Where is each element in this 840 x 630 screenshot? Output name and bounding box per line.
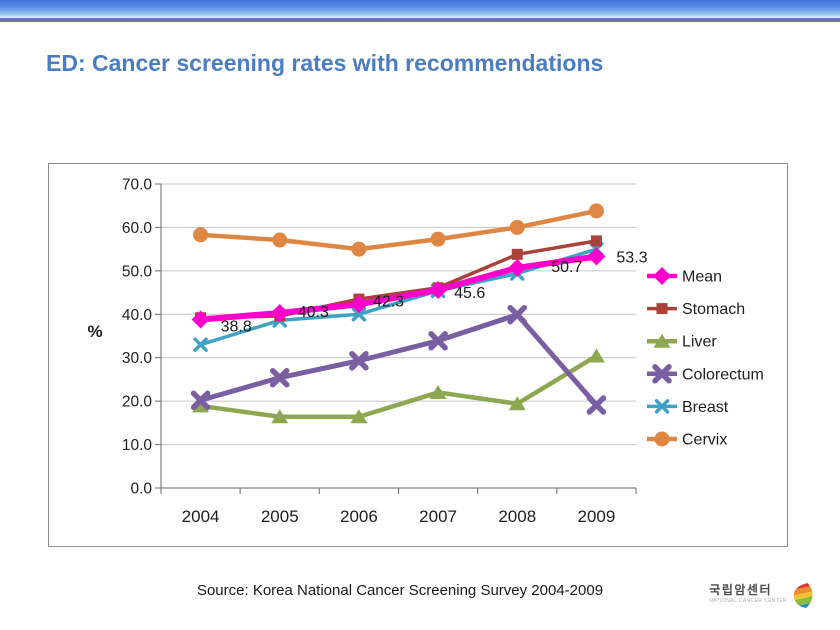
header-bar [0,0,840,22]
marker-liver-2004 [192,398,210,413]
y-axis-title: % [87,322,102,341]
legend-marker-stomach [656,303,668,315]
y-tick-label: 40.0 [122,307,153,324]
marker-mean-2004 [191,310,210,329]
legend-item-cervix: Cervix [647,431,727,449]
legend-item-breast: Breast [647,399,729,416]
source-note: Source: Korea National Cancer Screening … [196,582,604,599]
series-line-colorectum [198,312,599,408]
data-label-mean-2006: 42.3 [373,293,404,310]
data-label-mean-2004: 38.8 [221,318,252,335]
marker-breast-2004 [193,337,208,352]
marker-liver-2005 [271,409,289,424]
marker-colorectum-2005 [270,367,290,388]
legend-label-cervix: Cervix [682,432,727,449]
marker-cervix-2008 [509,219,525,235]
marker-colorectum-2007 [428,331,448,351]
data-label-mean-2009: 53.3 [616,250,647,267]
y-tick-label: 0.0 [130,481,152,498]
y-tick-label: 70.0 [122,177,153,194]
marker-mean-2005 [270,303,289,322]
legend-label-breast: Breast [682,399,729,416]
legend-marker-breast [654,399,670,414]
x-category-label: 2006 [340,507,378,526]
y-tick-label: 60.0 [122,220,153,237]
marker-cervix-2006 [351,241,367,257]
marker-cervix-2004 [193,227,209,243]
marker-mean-2009 [587,247,606,266]
data-label-mean-2008: 50.7 [551,259,582,276]
marker-cervix-2007 [430,231,446,247]
marker-mean-2007 [429,280,448,299]
logo-korean-name: 국립암센터 [709,583,772,597]
ncc-logo: 국립암센터 NATIONAL CANCER CENTER [709,583,814,610]
slide-title: ED: Cancer screening rates with recommen… [46,50,604,76]
marker-stomach-2008 [511,248,523,260]
legend-marker-cervix [654,431,670,447]
legend-label-stomach: Stomach [682,301,745,318]
x-category-label: 2008 [498,507,536,526]
x-category-label: 2005 [261,507,299,526]
marker-colorectum-2009 [586,395,607,415]
legend-item-liver: Liver [647,333,717,351]
y-tick-label: 20.0 [122,394,153,411]
y-tick-label: 30.0 [122,350,153,367]
logo-caption: NATIONAL CANCER CENTER [709,598,787,604]
legend-label-liver: Liver [682,334,717,351]
marker-liver-2007 [429,384,447,399]
marker-stomach-2009 [590,235,602,247]
marker-mean-2006 [349,295,368,314]
marker-cervix-2009 [588,203,604,219]
legend-item-stomach: Stomach [647,301,745,318]
legend-marker-colorectum [652,364,672,384]
series-line-cervix [198,208,599,252]
series-line-mean [197,253,600,323]
legend-label-colorectum: Colorectum [682,366,764,383]
data-label-mean-2005: 40.3 [298,304,329,321]
chart-canvas: 0.0 10.0 20.0 30.0 40.0 50.0 60.0 70.0 2004 2005 2… [87,177,764,527]
ncc-leaf-icon [791,583,814,610]
marker-liver-2006 [350,409,368,424]
marker-colorectum-2006 [349,351,369,371]
marker-colorectum-2004 [190,390,211,411]
legend-item-colorectum: Colorectum [647,364,764,384]
marker-breast-2006 [351,307,367,322]
y-tick-label: 50.0 [122,263,153,280]
legend-marker-mean [653,267,671,285]
line-chart: 0.0 10.0 20.0 30.0 40.0 50.0 60.0 70.0 2004 2005 2… [48,163,788,547]
legend-marker-liver [653,333,671,348]
marker-liver-2008 [508,396,526,411]
x-category-label: 2004 [182,507,220,526]
series-line-liver [198,353,599,420]
x-category-label: 2009 [578,507,616,526]
legend-label-mean: Mean [682,269,722,286]
marker-liver-2009 [587,348,605,363]
x-category-label: 2007 [419,507,457,526]
data-label-mean-2007: 45.6 [454,285,485,302]
legend-item-mean: Mean [647,267,722,286]
marker-cervix-2005 [272,232,288,248]
logo-text: 국립암센터 NATIONAL CANCER CENTER [709,583,787,604]
y-tick-label: 10.0 [122,437,153,454]
marker-mean-2008 [508,258,527,277]
marker-colorectum-2008 [507,304,527,325]
series-line-breast [198,247,599,347]
